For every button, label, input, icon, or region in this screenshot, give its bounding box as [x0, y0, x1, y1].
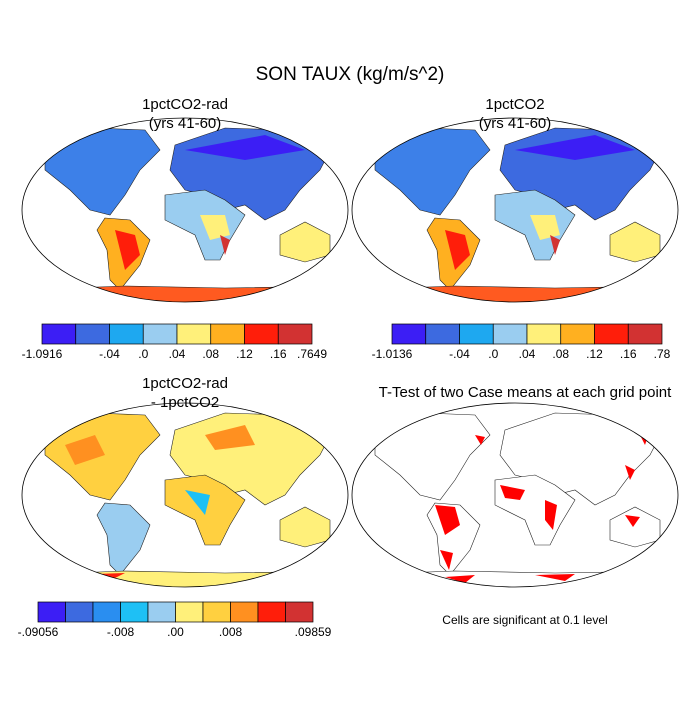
colorbar-box [65, 601, 94, 623]
colorbar-label: -.04 [99, 347, 120, 361]
colorbar-box [425, 323, 460, 345]
colorbar-label: .0 [138, 347, 148, 361]
figure-title: SON TAUX (kg/m/s^2) [256, 64, 445, 85]
colorbar-label: -.04 [449, 347, 470, 361]
panel-title: 1pctCO2-rad [142, 375, 228, 392]
colorbar-label: .78 [654, 347, 671, 361]
colorbar-box [560, 323, 595, 345]
panel-title: (yrs 41-60) [479, 115, 552, 132]
panel-title: 1pctCO2 [485, 96, 544, 113]
colorbar-label: -.09056 [18, 625, 59, 639]
colorbar-label: .04 [519, 347, 536, 361]
colorbar-box [492, 323, 528, 345]
map [21, 402, 349, 588]
colorbar-box [230, 601, 259, 623]
note: Cells are significant at 0.1 level [442, 613, 607, 627]
panel-title: (yrs 41-60) [149, 115, 222, 132]
colorbar-box [37, 601, 66, 623]
colorbar-box [627, 323, 663, 345]
colorbar-box [244, 323, 279, 345]
panel-title: - 1pctCO2 [151, 394, 219, 411]
colorbar-box [210, 323, 245, 345]
colorbar-box [75, 323, 110, 345]
colorbar-box [202, 601, 231, 623]
colorbar-box [147, 601, 176, 623]
colorbar-label: .0 [488, 347, 498, 361]
map [351, 117, 679, 303]
colorbar-box [277, 323, 313, 345]
colorbar-label: .16 [270, 347, 287, 361]
colorbar-label: .04 [169, 347, 186, 361]
colorbar-box [142, 323, 178, 345]
colorbar-box [120, 601, 149, 623]
colorbar-box [257, 601, 286, 623]
colorbar-label: .12 [586, 347, 603, 361]
colorbar-label: .16 [620, 347, 637, 361]
colorbar-label: -1.0136 [372, 347, 413, 361]
colorbar-label: .08 [552, 347, 569, 361]
colorbar-label: .008 [219, 625, 243, 639]
colorbar-label: .00 [167, 625, 184, 639]
colorbar-box [176, 323, 212, 345]
panel-title: T-Test of two Case means at each grid po… [379, 384, 672, 401]
colorbar-label: -.008 [107, 625, 135, 639]
colorbar-box [109, 323, 144, 345]
colorbar-box [92, 601, 121, 623]
colorbar-label: .7649 [297, 347, 327, 361]
colorbar-box [594, 323, 629, 345]
colorbar-box [285, 601, 314, 623]
map [351, 402, 679, 588]
map [21, 117, 349, 303]
colorbar-label: .12 [236, 347, 253, 361]
colorbar-label: .09859 [295, 625, 332, 639]
colorbar-box [526, 323, 562, 345]
colorbar-box [391, 323, 427, 345]
colorbar-box [175, 601, 204, 623]
colorbar-label: -1.0916 [22, 347, 63, 361]
colorbar-box [459, 323, 494, 345]
colorbar-box [41, 323, 77, 345]
panel-title: 1pctCO2-rad [142, 96, 228, 113]
colorbar-label: .08 [202, 347, 219, 361]
